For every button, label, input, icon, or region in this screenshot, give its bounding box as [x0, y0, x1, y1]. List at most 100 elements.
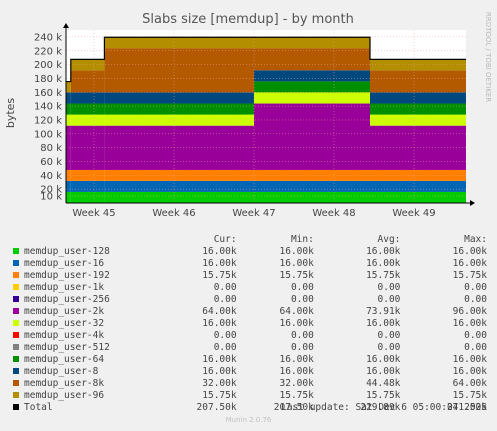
y-tick-label: 220 k	[34, 46, 62, 57]
legend-series-name: memdup_user-32	[24, 318, 105, 329]
y-tick-label: 10 k	[40, 192, 62, 203]
area-memdup_user-8k	[254, 48, 370, 71]
munin-version: Munin 2.0.76	[225, 416, 272, 424]
legend-avg-value: 16.00k	[366, 246, 401, 257]
legend-series-name: memdup_user-16	[24, 258, 105, 269]
area-memdup_user-8k	[370, 70, 466, 93]
legend-row: memdup_user-256 0.00 0.00 0.00 0.00	[13, 294, 487, 306]
legend-header-cur: Cur:	[213, 234, 237, 245]
legend-cur-value: 64.00k	[202, 306, 237, 317]
legend-row: memdup_user-8k 32.00k 32.00k 44.48k 64.00k	[13, 378, 487, 390]
legend-min-value: 16.00k	[279, 354, 314, 365]
legend-max-value: 16.00k	[452, 366, 487, 377]
legend-swatch	[13, 272, 19, 278]
legend-series-name: memdup_user-192	[24, 270, 110, 281]
legend-max-value: 16.00k	[452, 318, 487, 329]
legend-cur-value: 0.00	[213, 294, 237, 305]
x-tick-label: Week 47	[232, 208, 275, 219]
legend-min-value: 16.00k	[279, 258, 314, 269]
y-tick-label: 20 k	[40, 185, 62, 196]
legend-avg-value: 0.00	[377, 342, 401, 353]
legend-series-name: memdup_user-2k	[24, 306, 105, 317]
legend-swatch	[13, 404, 19, 410]
legend-series-name: memdup_user-512	[24, 342, 110, 353]
legend-cur-value: 15.75k	[202, 390, 237, 401]
legend-min-value: 0.00	[290, 282, 314, 293]
y-tick-label: 200 k	[34, 60, 62, 71]
area-memdup_user-8	[66, 92, 71, 104]
legend-avg-value: 15.75k	[366, 390, 401, 401]
legend-cur-value: 16.00k	[202, 318, 237, 329]
legend-row: memdup_user-32 16.00k 16.00k 16.00k 16.00k	[13, 318, 487, 330]
area-memdup_user-96	[70, 59, 105, 71]
y-tick-label: 240 k	[34, 32, 62, 43]
legend-min-value: 0.00	[290, 294, 314, 305]
legend-cur-value: 16.00k	[202, 246, 237, 257]
area-memdup_user-16	[370, 180, 466, 192]
area-memdup_user-8	[70, 92, 105, 104]
legend-cur-value: 0.00	[213, 342, 237, 353]
legend-min-value: 32.00k	[279, 378, 314, 389]
legend-max-value: 0.00	[464, 294, 487, 305]
legend-cur-value: 32.00k	[202, 378, 237, 389]
area-memdup_user-128	[70, 191, 105, 203]
legend-row: memdup_user-2k 64.00k 64.00k 73.91k 96.00k	[13, 306, 487, 318]
legend-max-value: 15.75k	[452, 270, 487, 281]
legend-avg-value: 73.91k	[366, 306, 401, 317]
legend-swatch	[13, 296, 19, 302]
legend-header-min: Min:	[290, 234, 314, 245]
y-axis-label: bytes	[4, 98, 17, 129]
legend-max-value: 271.50k	[446, 402, 487, 413]
legend-swatch	[13, 380, 19, 386]
legend-row: memdup_user-4k 0.00 0.00 0.00 0.00	[13, 330, 487, 342]
area-memdup_user-16	[104, 180, 255, 192]
y-tick-label: 180 k	[34, 74, 62, 85]
area-memdup_user-32	[104, 114, 255, 126]
legend-cur-value: 16.00k	[202, 258, 237, 269]
legend-swatch	[13, 320, 19, 326]
area-memdup_user-8	[370, 92, 466, 104]
legend-avg-value: 16.00k	[366, 366, 401, 377]
legend-min-value: 15.75k	[279, 270, 314, 281]
legend-min-value: 15.75k	[279, 390, 314, 401]
legend-header-max: Max:	[464, 234, 487, 245]
area-memdup_user-64	[254, 81, 370, 93]
legend-swatch	[13, 356, 19, 362]
legend-series-name: memdup_user-128	[24, 246, 110, 257]
y-tick-label: 120 k	[34, 115, 62, 126]
legend-min-value: 16.00k	[279, 246, 314, 257]
legend-swatch	[13, 332, 19, 338]
x-axis-ticks: Week 45 Week 46 Week 47 Week 48 Week 49	[72, 208, 435, 219]
area-memdup_user-8k	[70, 70, 105, 93]
legend-swatch	[13, 392, 19, 398]
legend-max-value: 96.00k	[452, 306, 487, 317]
last-update: Last update: Sat Dec 6 05:00:04 2025	[281, 402, 487, 413]
legend-swatch	[13, 368, 19, 374]
legend-table: Cur: Min: Avg: Max: memdup_user-128 16.00…	[13, 234, 487, 414]
y-tick-label: 140 k	[34, 102, 62, 113]
legend-series-name: memdup_user-64	[24, 354, 105, 365]
y-tick-label: 60 k	[40, 157, 62, 168]
legend-avg-value: 0.00	[377, 282, 401, 293]
legend-cur-value: 16.00k	[202, 366, 237, 377]
legend-series-name: Total	[24, 402, 53, 413]
legend-cur-value: 0.00	[213, 282, 237, 293]
total-line	[66, 36, 466, 83]
area-memdup_user-16	[70, 180, 105, 192]
legend-max-value: 0.00	[464, 342, 487, 353]
legend-row: memdup_user-128 16.00k 16.00k 16.00k 16.00k	[13, 246, 487, 258]
legend-row: memdup_user-96 15.75k 15.75k 15.75k 15.75k	[13, 390, 487, 402]
legend-min-value: 0.00	[290, 342, 314, 353]
legend-max-value: 0.00	[464, 282, 487, 293]
area-memdup_user-64	[70, 103, 105, 115]
legend-avg-value: 16.00k	[366, 318, 401, 329]
area-memdup_user-192	[66, 169, 71, 181]
area-memdup_user-2k	[66, 125, 71, 170]
area-memdup_user-64	[370, 103, 466, 115]
legend-swatch	[13, 344, 19, 350]
area-memdup_user-8	[104, 92, 255, 104]
y-axis-arrow	[63, 23, 69, 28]
legend-series-name: memdup_user-8k	[24, 378, 105, 389]
y-tick-label: 80 k	[40, 143, 62, 154]
